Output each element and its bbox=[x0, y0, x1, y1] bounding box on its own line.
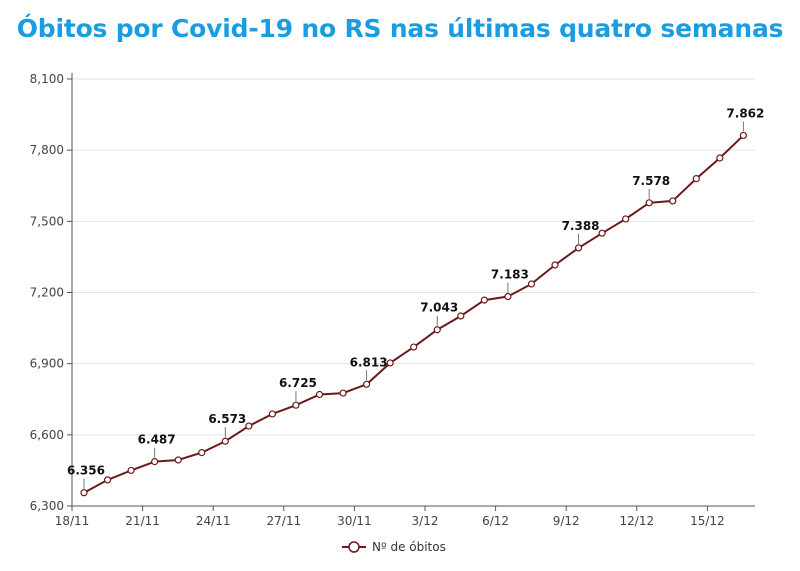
x-tick-label: 15/12 bbox=[690, 514, 725, 528]
data-label: 6.573 bbox=[208, 412, 246, 426]
data-point bbox=[645, 199, 653, 207]
data-point bbox=[457, 312, 465, 320]
data-point bbox=[598, 229, 606, 237]
data-label: 6.813 bbox=[350, 355, 388, 369]
data-point bbox=[410, 343, 418, 351]
data-point bbox=[292, 401, 300, 409]
data-point bbox=[527, 280, 536, 288]
data-point bbox=[268, 410, 276, 418]
data-point bbox=[574, 244, 583, 252]
data-point bbox=[103, 476, 112, 484]
data-point bbox=[480, 296, 488, 304]
data-label: 6.487 bbox=[138, 433, 176, 447]
y-tick-label: 6,300 bbox=[30, 499, 64, 513]
y-tick-label: 7,200 bbox=[30, 286, 64, 300]
data-point bbox=[669, 197, 677, 205]
data-point bbox=[692, 175, 700, 183]
data-point bbox=[386, 359, 394, 367]
y-tick-label: 6,900 bbox=[30, 357, 64, 371]
data-point bbox=[151, 458, 159, 466]
data-label: 6.725 bbox=[279, 376, 317, 390]
y-tick-label: 7,500 bbox=[30, 214, 64, 228]
data-label: 7.388 bbox=[562, 219, 600, 233]
data-point bbox=[504, 292, 512, 301]
x-tick-label: 9/12 bbox=[553, 514, 580, 528]
data-point bbox=[221, 437, 229, 445]
y-tick-label: 7,800 bbox=[30, 143, 64, 157]
data-point bbox=[315, 390, 324, 399]
y-tick-label: 6,600 bbox=[30, 428, 64, 442]
data-label: 7.862 bbox=[726, 106, 764, 120]
x-tick-label: 3/12 bbox=[412, 514, 439, 528]
chart-title: Óbitos por Covid-19 no RS nas últimas qu… bbox=[16, 14, 784, 43]
legend-marker bbox=[348, 541, 360, 553]
data-label: 6.356 bbox=[67, 464, 105, 478]
data-point bbox=[127, 466, 135, 475]
legend-label: Nº de óbitos bbox=[372, 540, 446, 554]
series-line bbox=[83, 134, 745, 494]
data-label: 7.183 bbox=[491, 268, 529, 282]
data-point bbox=[622, 215, 630, 223]
y-tick-label: 8,100 bbox=[30, 72, 64, 86]
data-point bbox=[245, 422, 253, 430]
data-point bbox=[433, 326, 441, 334]
data-point bbox=[716, 154, 724, 162]
data-label: 7.578 bbox=[632, 174, 670, 188]
x-tick-label: 6/12 bbox=[482, 514, 509, 528]
x-tick-label: 21/11 bbox=[125, 514, 160, 528]
data-point bbox=[174, 456, 182, 464]
x-tick-label: 12/12 bbox=[620, 514, 655, 528]
x-tick-label: 24/11 bbox=[196, 514, 231, 528]
data-point bbox=[551, 261, 559, 269]
x-tick-label: 27/11 bbox=[267, 514, 302, 528]
data-label: 7.043 bbox=[420, 301, 458, 315]
x-tick-label: 18/11 bbox=[55, 514, 90, 528]
x-tick-label: 30/11 bbox=[337, 514, 372, 528]
data-point bbox=[363, 380, 371, 388]
data-point bbox=[339, 389, 347, 397]
data-point bbox=[80, 489, 88, 497]
data-point bbox=[198, 449, 206, 457]
data-point bbox=[739, 131, 748, 140]
